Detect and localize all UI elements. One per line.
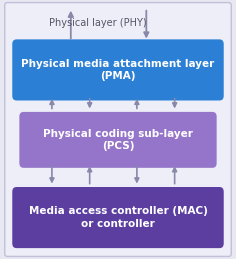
Text: Media access controller (MAC)
or controller: Media access controller (MAC) or control… bbox=[29, 206, 207, 229]
FancyBboxPatch shape bbox=[12, 187, 224, 248]
Text: Physical coding sub-layer
(PCS): Physical coding sub-layer (PCS) bbox=[43, 129, 193, 151]
FancyBboxPatch shape bbox=[12, 39, 224, 100]
FancyBboxPatch shape bbox=[19, 112, 217, 168]
Text: Physical layer (PHY): Physical layer (PHY) bbox=[49, 18, 146, 28]
FancyBboxPatch shape bbox=[5, 3, 231, 256]
Text: Physical media attachment layer
(PMA): Physical media attachment layer (PMA) bbox=[21, 59, 215, 81]
